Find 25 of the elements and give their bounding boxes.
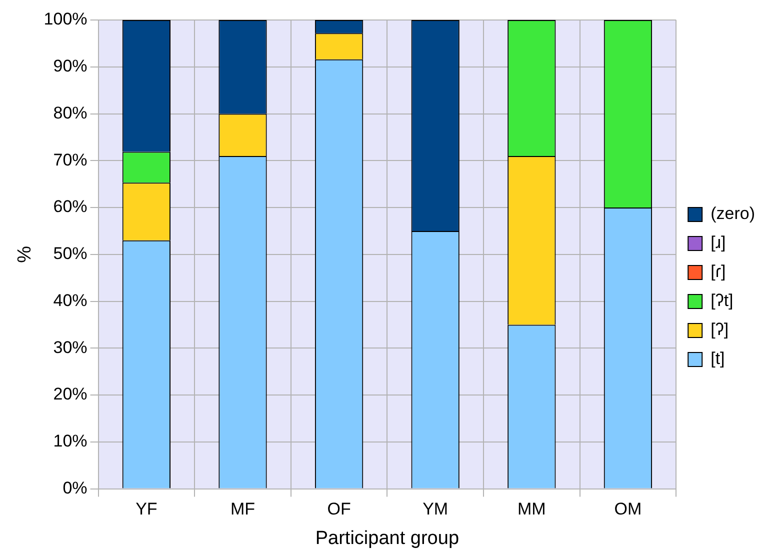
- y-tick-label: 100%: [44, 10, 88, 29]
- legend-label: [ʔ]: [710, 320, 729, 340]
- y-tick-label: 90%: [53, 56, 88, 76]
- x-tick-label: MM: [517, 500, 546, 519]
- x-tick-label: MF: [230, 500, 256, 519]
- y-tick-label: 40%: [53, 290, 88, 310]
- y-tick-label: 30%: [53, 338, 88, 357]
- legend-label: [t]: [710, 349, 725, 368]
- x-tick-label: OF: [327, 500, 351, 519]
- legend-label: [ʔt]: [710, 291, 734, 310]
- x-tick-label: YM: [422, 500, 448, 519]
- x-tick-label: OM: [614, 500, 642, 519]
- x-axis-title: Participant group: [315, 528, 460, 549]
- x-tick-label: YF: [136, 500, 158, 519]
- y-tick-label: 80%: [53, 103, 88, 122]
- y-tick-label: 10%: [53, 432, 88, 451]
- legend-label: (zero): [710, 204, 756, 224]
- y-tick-label: 20%: [53, 384, 88, 404]
- y-tick-label: 70%: [53, 150, 88, 170]
- y-tick-label: 60%: [53, 197, 88, 216]
- legend-label: [ɾ]: [710, 262, 726, 282]
- y-tick-label: 50%: [53, 244, 88, 264]
- y-axis-title: %: [14, 246, 36, 263]
- y-tick-label: 0%: [62, 478, 88, 498]
- legend-label: [ɹ]: [710, 233, 726, 252]
